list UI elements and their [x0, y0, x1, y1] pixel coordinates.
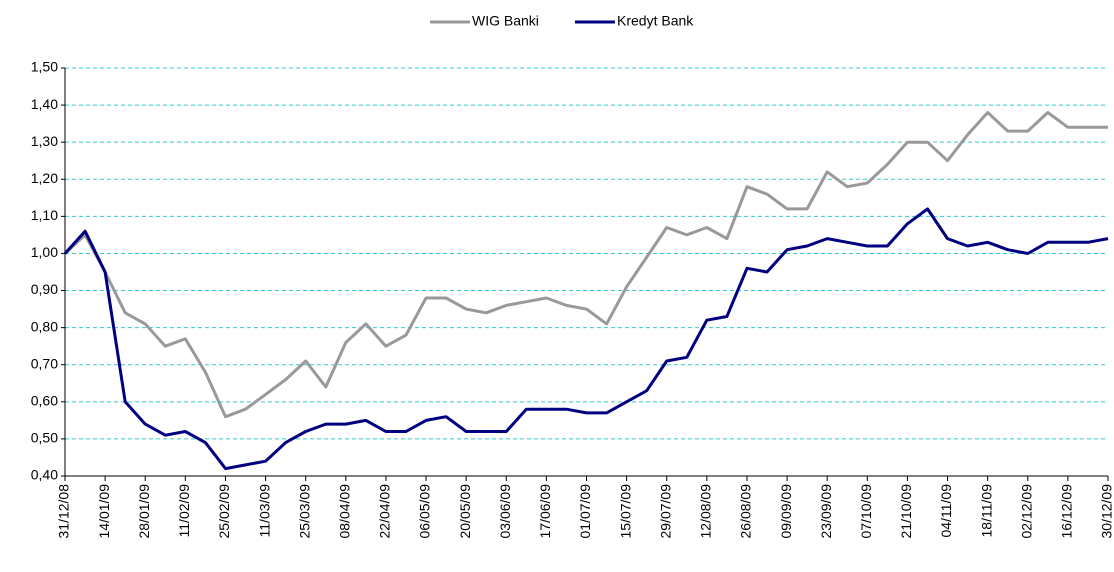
legend-label: WIG Banki — [472, 13, 539, 29]
x-tick-label: 11/03/09 — [256, 484, 272, 538]
y-tick-label: 0,80 — [31, 318, 58, 334]
x-tick-label: 21/10/09 — [898, 484, 914, 539]
x-tick-label: 02/12/09 — [1018, 484, 1034, 539]
x-tick-label: 08/04/09 — [337, 484, 353, 539]
x-tick-label: 18/11/09 — [978, 484, 994, 538]
x-tick-label: 01/07/09 — [577, 484, 593, 539]
x-tick-label: 26/08/09 — [738, 484, 754, 539]
x-tick-label: 07/10/09 — [858, 484, 874, 539]
x-tick-label: 03/06/09 — [497, 484, 513, 539]
x-tick-label: 12/08/09 — [698, 484, 714, 539]
x-tick-label: 11/02/09 — [176, 484, 192, 538]
x-tick-label: 17/06/09 — [537, 484, 553, 539]
series-line — [63, 207, 1109, 471]
x-tick-label: 31/12/08 — [56, 484, 72, 539]
y-tick-label: 1,40 — [31, 96, 58, 112]
y-tick-label: 1,30 — [31, 133, 58, 149]
legend-label: Kredyt Bank — [617, 13, 694, 29]
series-line — [63, 111, 1108, 419]
x-tick-label: 25/03/09 — [296, 484, 312, 539]
y-tick-label: 1,50 — [31, 59, 58, 75]
x-tick-label: 09/09/09 — [778, 484, 794, 539]
y-tick-label: 1,10 — [31, 207, 58, 223]
x-tick-label: 16/12/09 — [1059, 484, 1075, 539]
x-tick-label: 29/07/09 — [657, 484, 673, 539]
x-tick-label: 23/09/09 — [818, 484, 834, 539]
x-tick-label: 04/11/09 — [938, 484, 954, 538]
x-tick-label: 28/01/09 — [136, 484, 152, 539]
y-tick-label: 1,20 — [31, 170, 58, 186]
x-tick-label: 14/01/09 — [96, 484, 112, 539]
x-tick-label: 06/05/09 — [417, 484, 433, 539]
y-tick-label: 0,40 — [31, 467, 58, 483]
y-tick-label: 0,70 — [31, 355, 58, 371]
x-tick-label: 30/12/09 — [1099, 484, 1114, 539]
x-tick-label: 20/05/09 — [457, 484, 473, 539]
y-tick-label: 0,90 — [31, 281, 58, 297]
x-tick-label: 22/04/09 — [377, 484, 393, 539]
y-tick-label: 0,50 — [31, 430, 58, 446]
x-tick-label: 15/07/09 — [617, 484, 633, 539]
x-tick-label: 25/02/09 — [216, 484, 232, 539]
y-tick-label: 0,60 — [31, 393, 58, 409]
y-tick-label: 1,00 — [31, 244, 58, 260]
